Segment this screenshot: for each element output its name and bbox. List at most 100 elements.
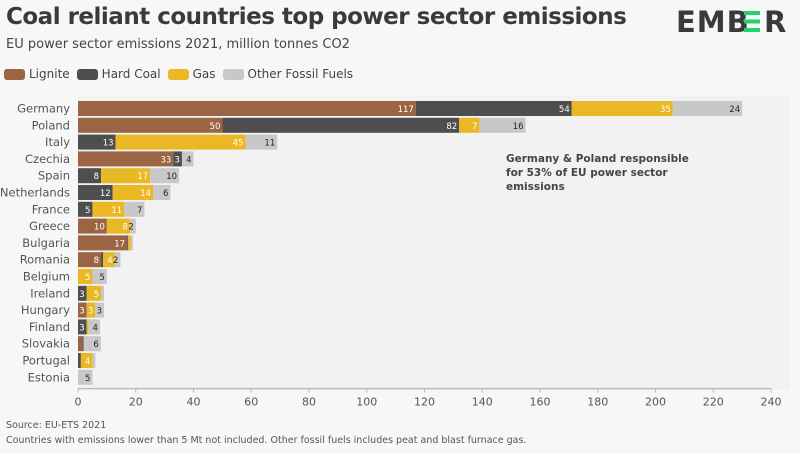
data-label: 13: [103, 139, 114, 149]
annotation-line: Germany & Poland responsible: [506, 153, 689, 165]
bar-gas: [459, 117, 480, 133]
data-label: 11: [111, 206, 122, 216]
category-label: Slovakia: [22, 337, 70, 351]
data-label: 8: [123, 223, 128, 233]
data-label: 17: [137, 172, 148, 182]
data-label: 4: [107, 256, 112, 266]
data-label: 3: [175, 155, 180, 165]
bar-gas: [92, 201, 125, 217]
bar-gas: [86, 285, 102, 301]
bar-other-fossil-fuels: [130, 235, 133, 251]
data-label: 14: [140, 189, 151, 199]
data-label: 17: [114, 239, 125, 249]
data-label: 11: [264, 139, 275, 149]
bar-gas: [78, 269, 93, 284]
category-label: Germany: [17, 102, 70, 116]
bar-lignite: [78, 252, 102, 268]
ember-logo: EMB R: [676, 5, 788, 40]
bar-lignite: [78, 101, 416, 116]
bar-other-fossil-fuels: [124, 201, 145, 217]
bar-lignite: [78, 302, 87, 318]
legend-label: Other Fossil Fuels: [247, 67, 354, 81]
data-label: 5: [94, 290, 99, 300]
x-tick-label: 240: [761, 396, 782, 409]
x-tick-label: 80: [302, 396, 316, 409]
bar-other-fossil-fuels: [92, 353, 96, 368]
x-tick-label: 0: [75, 396, 82, 409]
data-label: 8: [94, 256, 99, 266]
legend-item-hard-coal: Hard Coal: [76, 67, 161, 81]
bar-hard-coal: [78, 134, 116, 150]
data-label: 7: [472, 122, 477, 132]
bar-gas: [112, 185, 154, 200]
source-note: Source: EU-ETS 2021: [6, 420, 107, 431]
data-label: 3: [79, 290, 84, 300]
bar-other-fossil-fuels: [153, 185, 171, 200]
data-label: 5: [99, 273, 104, 283]
data-label: 33: [160, 155, 171, 165]
bar-lignite: [78, 151, 174, 167]
legend-swatch: [167, 68, 189, 80]
data-label: 50: [210, 122, 221, 132]
bar-other-fossil-fuels: [245, 134, 278, 150]
data-label: 16: [513, 122, 524, 132]
bar-hard-coal: [222, 117, 460, 133]
bar-other-fossil-fuels: [78, 369, 93, 385]
category-label: Portugal: [22, 354, 70, 368]
data-label: 3: [97, 307, 102, 317]
bar-hard-coal: [415, 101, 572, 116]
data-label: 3: [79, 323, 84, 333]
annotation-line: emissions: [506, 181, 565, 193]
bar-other-fossil-fuels: [129, 218, 136, 234]
data-label: 54: [559, 105, 570, 115]
category-label: Estonia: [28, 370, 70, 384]
legend-label: Hard Coal: [101, 67, 161, 81]
bar-other-fossil-fuels: [92, 269, 107, 284]
data-label: 4: [186, 155, 191, 165]
legend-item-lignite: Lignite: [4, 67, 70, 81]
bar-other-fossil-fuels: [101, 285, 104, 301]
data-label: 10: [94, 223, 105, 233]
category-label: Finland: [29, 320, 70, 334]
bar-hard-coal: [127, 235, 128, 251]
bar-other-fossil-fuels: [95, 302, 104, 318]
bar-gas: [86, 302, 96, 318]
bar-lignite: [78, 336, 83, 352]
bar-hard-coal: [78, 201, 93, 217]
category-label: Greece: [29, 219, 70, 233]
x-tick-label: 180: [587, 396, 608, 409]
data-label: 45: [233, 139, 244, 149]
data-label: 2: [113, 256, 118, 266]
category-label: Bulgaria: [22, 236, 70, 250]
category-label: Czechia: [25, 152, 70, 166]
bar-hard-coal: [78, 319, 87, 335]
data-label: 3: [79, 307, 84, 317]
bar-lignite: [78, 117, 223, 133]
data-label: 5: [85, 374, 90, 384]
annotation: Germany & Poland responsible for 53% of …: [506, 153, 689, 193]
bar-hard-coal: [101, 252, 104, 268]
bar-gas: [115, 134, 246, 150]
svg-text:R: R: [764, 6, 786, 36]
data-label: 12: [100, 189, 111, 199]
footnote: Countries with emissions lower than 5 Mt…: [6, 435, 527, 446]
legend-label: Lignite: [29, 67, 70, 81]
legend-swatch: [222, 68, 244, 80]
legend: Lignite Hard Coal Gas Other Fossil Fuels: [4, 67, 360, 81]
bar-gas: [86, 319, 89, 335]
category-label: Hungary: [21, 303, 70, 317]
data-label: 2: [128, 223, 133, 233]
annotation-line: for 53% of EU power sector: [506, 167, 668, 179]
data-label: 24: [729, 105, 740, 115]
data-label: 6: [163, 189, 168, 199]
category-label: Poland: [32, 118, 70, 132]
x-tick-label: 100: [356, 396, 377, 409]
x-tick-label: 120: [414, 396, 435, 409]
data-label: 5: [85, 273, 90, 283]
bar-gas: [80, 353, 93, 368]
chart-subtitle: EU power sector emissions 2021, million …: [6, 37, 350, 52]
bar-hard-coal: [78, 285, 87, 301]
bar-gas: [103, 252, 115, 268]
data-label: 4: [93, 323, 98, 333]
